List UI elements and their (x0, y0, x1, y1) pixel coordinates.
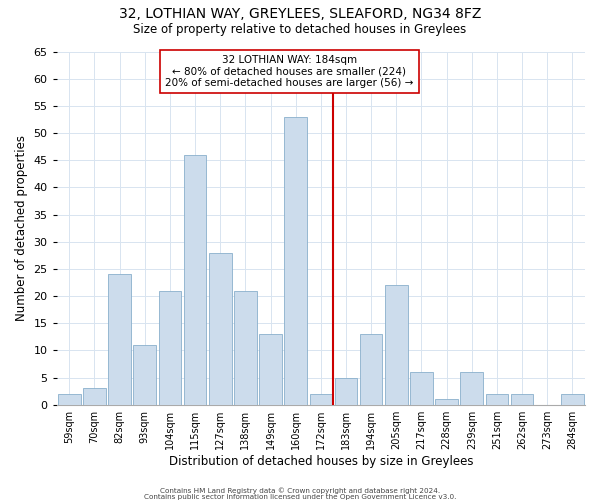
Text: 32, LOTHIAN WAY, GREYLEES, SLEAFORD, NG34 8FZ: 32, LOTHIAN WAY, GREYLEES, SLEAFORD, NG3… (119, 8, 481, 22)
Bar (108, 274, 131, 404)
Bar (209, 252, 232, 404)
Bar (360, 334, 382, 404)
Y-axis label: Number of detached properties: Number of detached properties (15, 135, 28, 321)
Bar (259, 334, 282, 404)
Bar (133, 345, 156, 405)
Bar (335, 378, 358, 404)
Bar (485, 394, 508, 404)
Bar (385, 285, 407, 405)
Bar (83, 388, 106, 404)
Bar (561, 394, 584, 404)
Bar (436, 400, 458, 404)
Bar (310, 394, 332, 404)
Bar (184, 154, 206, 404)
X-axis label: Distribution of detached houses by size in Greylees: Distribution of detached houses by size … (169, 454, 473, 468)
Bar (511, 394, 533, 404)
Text: Contains public sector information licensed under the Open Government Licence v3: Contains public sector information licen… (144, 494, 456, 500)
Bar (58, 394, 80, 404)
Bar (284, 116, 307, 405)
Text: Size of property relative to detached houses in Greylees: Size of property relative to detached ho… (133, 22, 467, 36)
Bar (410, 372, 433, 404)
Bar (234, 290, 257, 405)
Bar (460, 372, 483, 404)
Bar (158, 290, 181, 405)
Text: Contains HM Land Registry data © Crown copyright and database right 2024.: Contains HM Land Registry data © Crown c… (160, 488, 440, 494)
Text: 32 LOTHIAN WAY: 184sqm
← 80% of detached houses are smaller (224)
20% of semi-de: 32 LOTHIAN WAY: 184sqm ← 80% of detached… (165, 55, 413, 88)
